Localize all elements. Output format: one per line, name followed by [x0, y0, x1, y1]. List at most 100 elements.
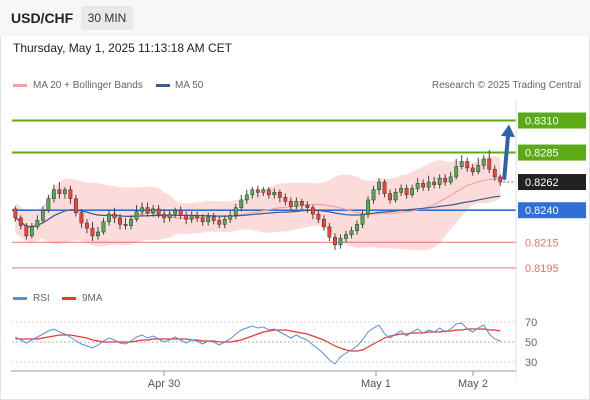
ma50-legend-swatch — [156, 84, 170, 87]
candle-body — [311, 207, 315, 215]
candle — [360, 210, 365, 229]
candle-body — [79, 212, 84, 224]
candle — [299, 198, 304, 211]
candle — [167, 210, 172, 222]
candle-body — [470, 167, 475, 173]
ma20-legend-label: MA 20 + Bollinger Bands — [33, 80, 143, 91]
candle — [211, 212, 216, 225]
candle — [195, 211, 200, 222]
candle — [35, 215, 40, 230]
candle-body — [498, 176, 503, 183]
candle-body — [360, 213, 365, 225]
candle-body — [118, 217, 122, 225]
pivot-level-label: 0.8240 — [525, 205, 559, 217]
candle — [294, 197, 299, 209]
candle-body — [299, 201, 304, 206]
candle — [448, 171, 453, 185]
candle-body — [189, 215, 194, 220]
candle — [481, 155, 486, 170]
support-level-label: 0.8215 — [525, 237, 559, 249]
candle — [74, 194, 78, 217]
candle — [415, 178, 420, 193]
candle — [454, 158, 459, 180]
candle-body — [18, 217, 23, 226]
candle-body — [244, 194, 249, 201]
candle — [134, 205, 139, 222]
candle-body — [74, 198, 78, 214]
candle-body — [217, 220, 222, 225]
candle-body — [476, 165, 481, 173]
candle — [222, 215, 227, 229]
candle — [426, 175, 431, 191]
candle-body — [465, 161, 470, 169]
candle — [189, 211, 194, 224]
candle — [338, 234, 343, 249]
ma50-legend-label: MA 50 — [175, 80, 204, 91]
candle-body — [277, 192, 282, 198]
candle — [250, 187, 255, 199]
timeframe-button[interactable]: 30 MIN — [81, 6, 133, 30]
candle — [410, 184, 415, 198]
candle-body — [211, 216, 216, 221]
header-bar: USD/CHF 30 MIN — [0, 0, 590, 36]
candle-body — [167, 213, 172, 219]
ma50-line — [14, 195, 501, 228]
candle-body — [492, 168, 497, 178]
candle — [305, 201, 310, 213]
candle — [90, 221, 95, 241]
candle-body — [29, 226, 34, 237]
candle — [492, 165, 497, 181]
candle-body — [294, 201, 299, 207]
candle-body — [355, 224, 359, 231]
candle-body — [239, 199, 244, 208]
candle-body — [266, 189, 271, 196]
candle — [129, 215, 133, 230]
candle — [388, 189, 392, 204]
rsi-legend-swatch — [13, 297, 27, 300]
candle — [51, 184, 56, 203]
rsi-ma-legend-label: 9MA — [82, 293, 103, 304]
candle-body — [443, 177, 448, 183]
candle — [255, 185, 260, 198]
candle — [40, 206, 45, 224]
candle-body — [101, 221, 106, 233]
candle — [344, 230, 348, 243]
candle-body — [40, 209, 45, 221]
candle-body — [437, 177, 442, 185]
candle-body — [68, 189, 73, 199]
candle-body — [305, 204, 310, 208]
candle-body — [349, 230, 354, 235]
candle — [261, 187, 266, 197]
candle-body — [283, 197, 288, 202]
current-level-label: 0.8262 — [525, 177, 559, 189]
candle — [322, 215, 326, 231]
candle-body — [233, 207, 238, 216]
candle-body — [24, 225, 29, 237]
candle — [85, 219, 89, 234]
x-tick-label: May 2 — [458, 378, 488, 390]
candle — [272, 188, 277, 199]
candle — [288, 197, 293, 211]
candle — [96, 226, 100, 240]
candle — [399, 184, 403, 197]
forecast-arrow-head — [500, 124, 515, 138]
candle-body — [272, 192, 277, 196]
candle — [151, 205, 155, 217]
candle-body — [316, 213, 321, 220]
candle — [404, 184, 409, 199]
candle-body — [13, 208, 18, 219]
candle-body — [178, 209, 183, 216]
candle — [476, 157, 481, 175]
candle — [487, 149, 492, 174]
candle-body — [393, 192, 398, 201]
candle — [63, 187, 67, 199]
candle — [377, 178, 381, 195]
candle — [366, 196, 370, 218]
candle-body — [432, 181, 437, 185]
datetime-label: Thursday, May 1, 2025 11:13:18 AM CET — [13, 41, 232, 55]
candle-body — [57, 189, 62, 194]
resistance-label-bg — [518, 144, 586, 161]
candle-body — [63, 189, 67, 194]
candle — [46, 194, 51, 213]
resistance-level-label: 0.8285 — [525, 148, 559, 160]
